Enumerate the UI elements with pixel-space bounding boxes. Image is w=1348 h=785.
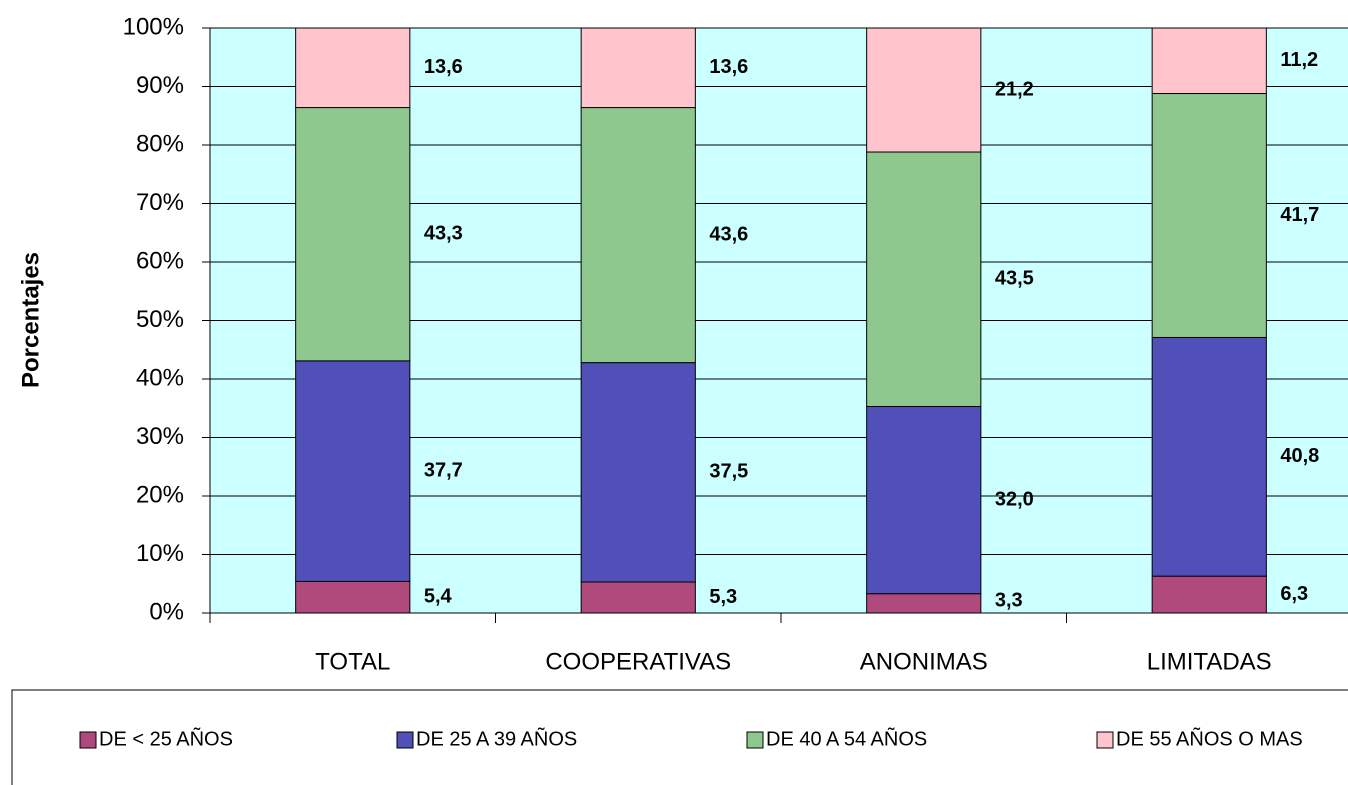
bar-segment — [580, 362, 696, 583]
y-tick-label: 30% — [136, 423, 184, 450]
y-tick-label: 100% — [123, 13, 184, 40]
bar-segment — [1151, 27, 1267, 95]
y-tick-label: 60% — [136, 247, 184, 274]
y-tick-label: 20% — [136, 481, 184, 508]
y-tick-label: 50% — [136, 306, 184, 333]
legend-swatch — [1096, 731, 1114, 749]
legend-label: DE < 25 AÑOS — [99, 726, 233, 750]
y-axis-title: Porcentajes — [17, 252, 44, 388]
bar-segment — [866, 27, 982, 153]
x-tick-label: TOTAL — [315, 648, 390, 675]
y-tick-label: 80% — [136, 130, 184, 157]
y-tick-label: 40% — [136, 364, 184, 391]
data-label: 32,0 — [995, 488, 1034, 510]
legend-swatch — [746, 731, 764, 749]
data-label: 43,5 — [995, 268, 1034, 290]
y-tick-label: 70% — [136, 189, 184, 216]
data-label: 3,3 — [995, 589, 1023, 611]
data-label: 41,7 — [1280, 204, 1319, 226]
bar-segment — [295, 360, 411, 582]
bar-segment — [295, 580, 411, 614]
x-tick-label: ANONIMAS — [860, 648, 988, 675]
legend-label: DE 55 AÑOS O MAS — [1116, 726, 1303, 750]
legend-swatch — [79, 731, 97, 749]
bar-segment — [1151, 336, 1267, 577]
bar-segment — [580, 581, 696, 614]
x-tick-label: LIMITADAS — [1147, 648, 1272, 675]
data-label: 21,2 — [995, 78, 1034, 100]
data-label: 40,8 — [1280, 445, 1319, 467]
bar-segment — [866, 151, 982, 407]
y-tick-label: 90% — [136, 72, 184, 99]
y-tick-label: 10% — [136, 540, 184, 567]
bar-segment — [580, 27, 696, 109]
bar-segment — [1151, 575, 1267, 614]
bar-segment — [580, 107, 696, 364]
bar-segment — [295, 27, 411, 109]
bar-segment — [866, 405, 982, 595]
bar-segment — [1151, 93, 1267, 338]
data-label: 11,2 — [1280, 49, 1318, 71]
legend-swatch — [396, 731, 414, 749]
legend-label: DE 25 A 39 AÑOS — [416, 726, 577, 750]
data-label: 5,4 — [424, 585, 453, 607]
data-label: 13,6 — [424, 56, 463, 78]
legend-box — [11, 689, 1348, 785]
bar-segment — [295, 107, 411, 362]
bar-segment — [866, 593, 982, 614]
data-label: 6,3 — [1280, 583, 1308, 605]
data-label: 43,3 — [424, 222, 463, 244]
data-label: 37,7 — [424, 459, 463, 481]
data-label: 43,6 — [709, 223, 748, 245]
data-label: 13,6 — [709, 56, 748, 78]
x-tick-label: COOPERATIVAS — [545, 648, 731, 675]
data-label: 37,5 — [709, 461, 748, 483]
legend-label: DE 40 A 54 AÑOS — [766, 726, 927, 750]
data-label: 5,3 — [709, 586, 737, 608]
y-tick-label: 0% — [149, 598, 184, 625]
